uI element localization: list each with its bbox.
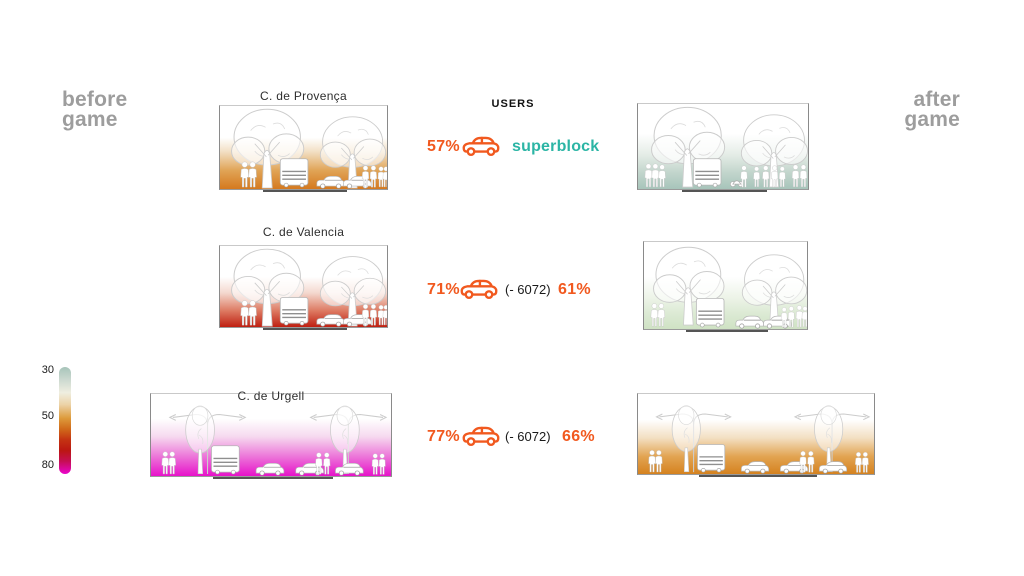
before-value-provenca: 57% (427, 138, 460, 156)
street-scene-illustration (644, 106, 808, 188)
street-scene-illustration (650, 246, 807, 329)
user-delta-urgell: (- 6072) (505, 429, 551, 444)
after-game-line2: game (904, 108, 960, 131)
after-percent-valencia: 61% (558, 281, 591, 298)
before-value-valencia: 71% (427, 281, 460, 299)
scale-tick-30: 30 (41, 364, 54, 376)
car-icon (460, 279, 498, 299)
after-value-urgell: 66% (562, 428, 595, 446)
after-panel-urgell (637, 393, 875, 477)
street-title-provenca: C. de Provença (260, 89, 347, 103)
car-icon (462, 136, 500, 156)
road-level-line (699, 475, 818, 477)
before-game-line2: game (62, 108, 118, 131)
before-panel-valencia (219, 245, 388, 330)
after-value-provenca: superblock (512, 138, 599, 156)
after-panel-provenca (637, 103, 809, 192)
user-delta-valencia: (- 6072) (505, 282, 551, 297)
scale-tick-50: 50 (41, 410, 54, 422)
road-level-line (263, 190, 347, 192)
street-title-valencia: C. de Valencia (262, 225, 345, 239)
before-panel-urgell (150, 393, 392, 479)
street-scene-illustration (648, 405, 871, 474)
before-value-urgell: 77% (427, 428, 460, 446)
after-panel-valencia (643, 241, 808, 332)
after-game-line1: after (913, 88, 960, 111)
after-value-valencia: 61% (558, 281, 591, 299)
street-scene-illustration (231, 108, 387, 189)
before-percent-valencia: 71% (427, 281, 460, 298)
superblock-label: superblock (512, 138, 600, 155)
road-level-line (682, 190, 768, 192)
car-icon (462, 426, 500, 446)
before-percent-urgell: 77% (427, 428, 460, 445)
noise-color-scale (59, 367, 71, 474)
before-panel-provenca (219, 105, 388, 192)
before-percent-provenca: 57% (427, 138, 460, 155)
street-scene-illustration (231, 248, 387, 327)
after-game-label: after game (904, 88, 960, 131)
street-scene-illustration (161, 405, 388, 476)
street-title-urgell: C. de Urgell (237, 389, 305, 403)
road-level-line (686, 330, 768, 332)
road-level-line (263, 328, 347, 330)
before-game-label: before game (62, 88, 128, 131)
road-level-line (213, 477, 334, 479)
after-percent-urgell: 66% (562, 428, 595, 445)
scale-tick-80: 80 (41, 459, 54, 471)
before-game-line1: before (62, 88, 128, 111)
users-column-header: USERS (491, 98, 535, 110)
